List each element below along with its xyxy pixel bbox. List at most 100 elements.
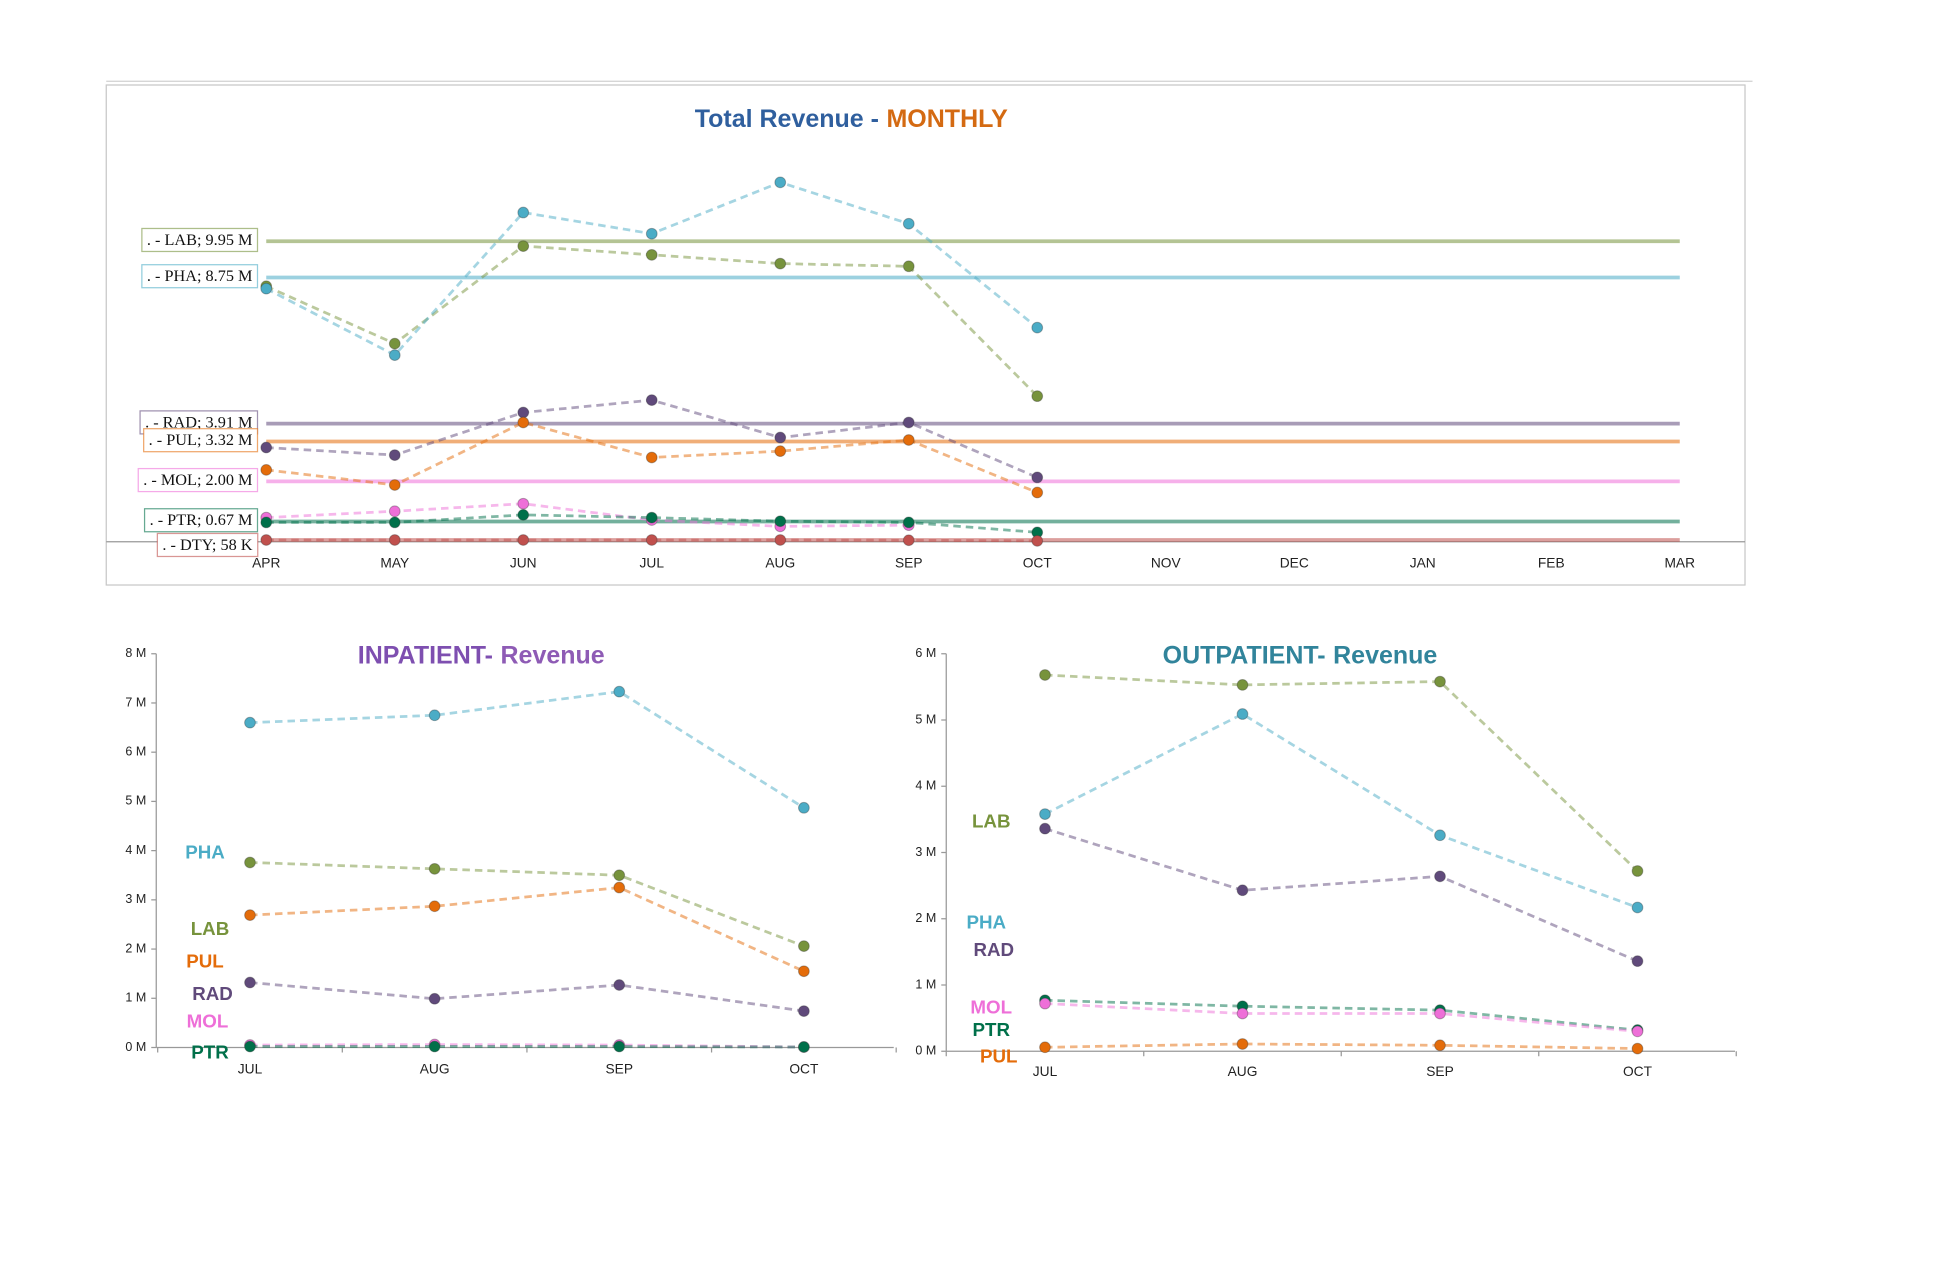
data-point	[245, 1041, 256, 1052]
series-line	[250, 888, 804, 972]
x-tick-label: OCT	[789, 1062, 819, 1077]
data-point	[1032, 322, 1043, 333]
x-tick-label: DEC	[1280, 555, 1309, 570]
series-name: PTR	[973, 1019, 1011, 1040]
data-point	[614, 882, 625, 893]
x-tick-label: SEP	[605, 1062, 633, 1077]
y-tick-label: 7 M	[125, 695, 146, 709]
x-tick-label: OCT	[1023, 555, 1053, 570]
data-point	[614, 1041, 625, 1052]
data-point	[1435, 676, 1446, 687]
data-point	[775, 535, 786, 546]
data-point	[429, 710, 440, 721]
title-part: INPATIENT-	[358, 641, 493, 669]
x-tick-label: APR	[252, 555, 280, 570]
x-tick-label: JAN	[1410, 555, 1436, 570]
monthly-frame	[106, 85, 1745, 585]
data-point	[389, 535, 400, 546]
data-point	[429, 1041, 440, 1052]
data-point	[429, 901, 440, 912]
x-tick-label: MAY	[380, 555, 409, 570]
data-point	[1040, 998, 1051, 1009]
data-point	[1040, 809, 1051, 820]
data-point	[1237, 680, 1248, 691]
data-point	[646, 228, 657, 239]
title-part: MONTHLY	[886, 105, 1008, 133]
data-point	[1237, 709, 1248, 720]
y-tick-label: 4 M	[915, 779, 936, 793]
series-line	[1045, 1044, 1638, 1049]
series-line	[266, 246, 1037, 396]
series-name: PUL	[186, 950, 224, 971]
data-point	[903, 435, 914, 446]
data-point	[903, 218, 914, 229]
data-point	[614, 686, 625, 697]
data-point	[799, 802, 810, 813]
x-tick-label: SEP	[1426, 1064, 1454, 1079]
data-point	[903, 535, 914, 546]
data-point	[518, 417, 529, 428]
y-tick-label: 3 M	[915, 845, 936, 859]
data-point	[775, 258, 786, 269]
title-part: Revenue	[1333, 641, 1437, 669]
y-tick-label: 3 M	[125, 892, 146, 906]
data-point	[245, 910, 256, 921]
x-tick-label: JUL	[238, 1062, 263, 1077]
data-point	[518, 241, 529, 252]
y-tick-label: 0 M	[125, 1040, 146, 1054]
title-part: OUTPATIENT-	[1163, 641, 1326, 669]
x-tick-label: OCT	[1623, 1064, 1653, 1079]
data-point	[518, 535, 529, 546]
data-point	[1040, 1042, 1051, 1053]
x-tick-label: SEP	[895, 555, 923, 570]
data-point	[261, 442, 272, 453]
title-part: Revenue	[500, 641, 604, 669]
series-line	[1045, 1000, 1638, 1030]
data-point	[245, 977, 256, 988]
data-point	[1435, 871, 1446, 882]
average-label: . - MOL; 2.00 M	[143, 471, 252, 489]
data-point	[799, 966, 810, 977]
data-point	[646, 512, 657, 523]
average-label: . - PHA; 8.75 M	[147, 267, 253, 285]
series-line	[266, 400, 1037, 477]
data-point	[1435, 1008, 1446, 1019]
data-point	[389, 480, 400, 491]
data-point	[1435, 830, 1446, 841]
data-point	[518, 407, 529, 418]
data-point	[389, 338, 400, 349]
series-line	[250, 983, 804, 1012]
series-name: PHA	[185, 842, 225, 863]
data-point	[775, 177, 786, 188]
y-tick-label: 8 M	[125, 646, 146, 660]
series-name: PHA	[966, 912, 1006, 933]
data-point	[261, 464, 272, 475]
data-point	[775, 446, 786, 457]
data-point	[1632, 1043, 1643, 1054]
series-name: RAD	[192, 983, 233, 1004]
data-point	[1237, 885, 1248, 896]
series-name: LAB	[191, 918, 230, 939]
y-tick-label: 6 M	[915, 646, 936, 660]
data-point	[799, 1006, 810, 1017]
chart-title: INPATIENT-Revenue	[358, 641, 605, 669]
y-tick-label: 1 M	[125, 991, 146, 1005]
data-point	[389, 517, 400, 528]
data-point	[1237, 1039, 1248, 1050]
data-point	[1632, 956, 1643, 967]
series-line	[250, 692, 804, 808]
data-point	[775, 432, 786, 443]
data-point	[614, 980, 625, 991]
data-point	[1632, 866, 1643, 877]
data-point	[1435, 1040, 1446, 1051]
data-point	[646, 249, 657, 260]
average-label: . - LAB; 9.95 M	[147, 231, 253, 249]
data-point	[389, 350, 400, 361]
x-tick-label: JUN	[510, 555, 537, 570]
y-tick-label: 1 M	[915, 977, 936, 991]
data-point	[261, 535, 272, 546]
x-tick-label: JUL	[640, 555, 665, 570]
series-name: MOL	[970, 997, 1012, 1018]
average-label: . - PUL; 3.32 M	[149, 431, 253, 449]
